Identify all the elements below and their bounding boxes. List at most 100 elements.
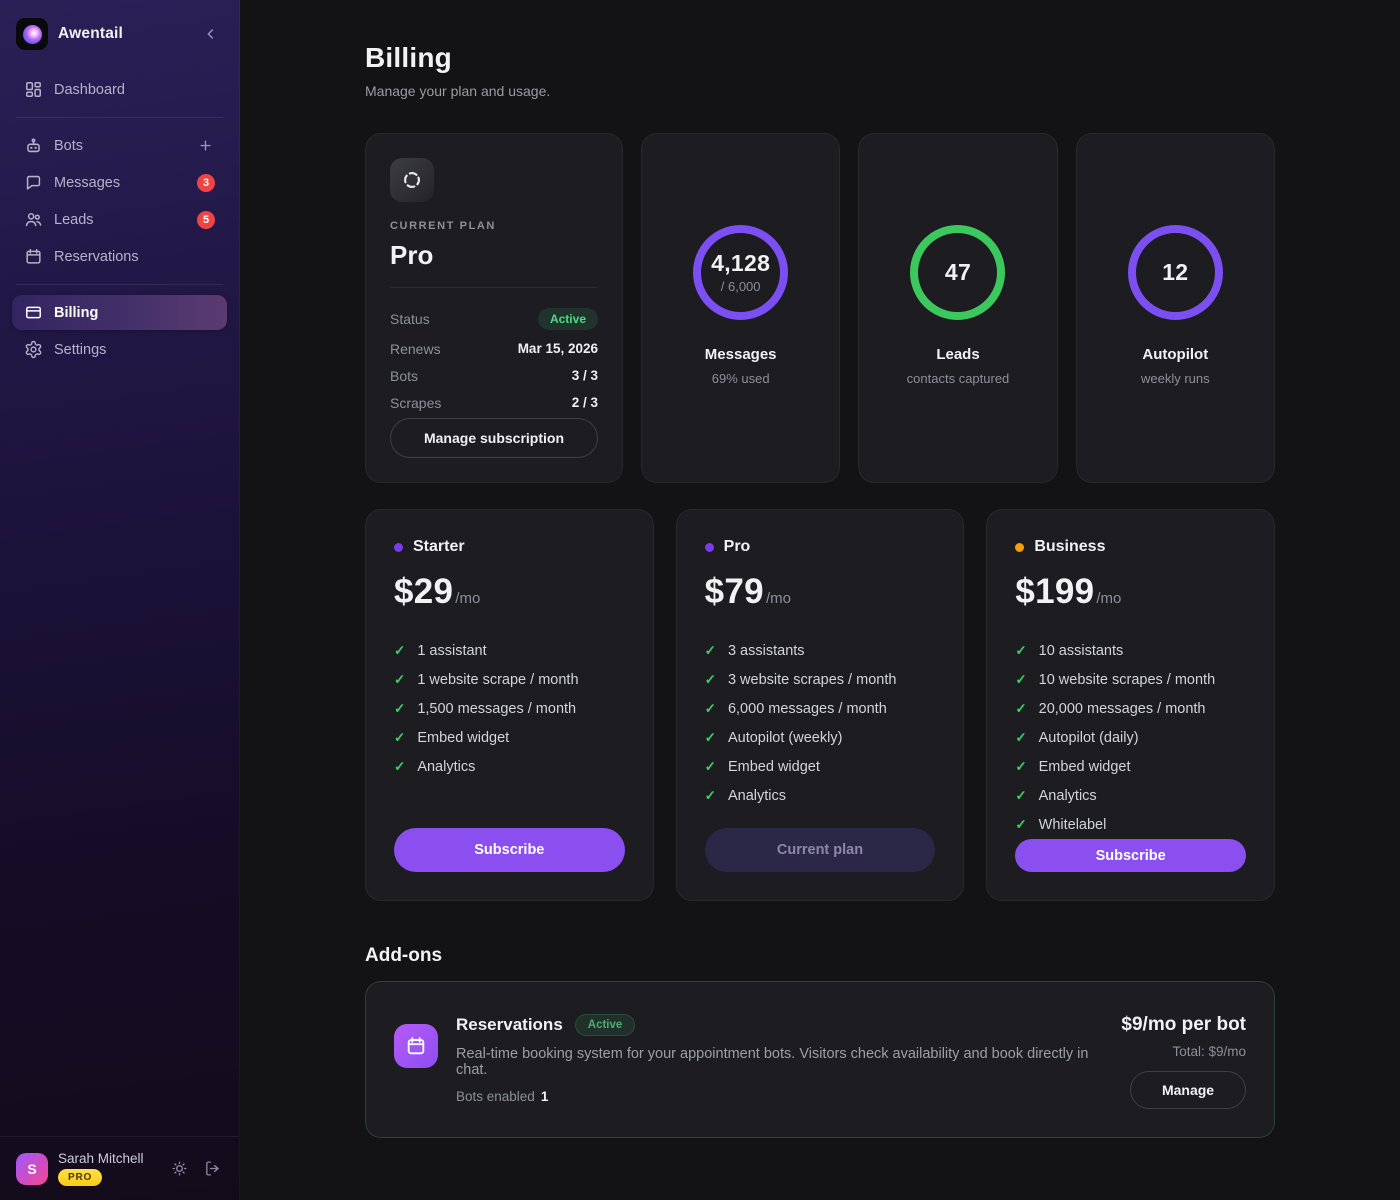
check-icon xyxy=(1015,817,1026,833)
logout-button[interactable] xyxy=(202,1158,223,1179)
logo-orb-icon xyxy=(22,24,42,44)
check-icon xyxy=(1015,672,1026,688)
chevron-left-icon xyxy=(207,29,214,39)
leads-usage-card: 47 Leads contacts captured xyxy=(858,133,1058,483)
messages-usage-card: 4,128 / 6,000 Messages 69% used xyxy=(641,133,841,483)
leads-usage-value: 47 xyxy=(944,258,972,285)
sidebar-collapse-button[interactable] xyxy=(199,22,223,46)
check-icon xyxy=(705,643,716,659)
sidebar-item-leads[interactable]: Leads 5 xyxy=(12,202,227,237)
addon-bots-enabled: Bots enabled 1 xyxy=(456,1089,549,1104)
feature-item: Embed widget xyxy=(394,723,625,752)
add-bot-button[interactable] xyxy=(196,136,215,155)
leads-usage-ring: 47 xyxy=(910,224,1006,320)
plan-period: /mo xyxy=(765,590,791,607)
people-icon xyxy=(24,210,43,229)
renews-row: Renews Mar 15, 2026 xyxy=(390,335,598,362)
feature-item: 3 assistants xyxy=(705,636,936,665)
feature-list: 3 assistants 3 website scrapes / month 6… xyxy=(705,636,936,810)
manage-addon-button[interactable]: Manage xyxy=(1130,1071,1246,1109)
plan-period: /mo xyxy=(455,590,481,607)
starter-plan-card: Starter $29 /mo 1 assistant 1 website sc… xyxy=(365,509,654,901)
sidebar-item-label: Reservations xyxy=(54,248,139,265)
feature-item: Embed widget xyxy=(705,752,936,781)
messages-usage-limit: / 6,000 xyxy=(720,279,761,294)
check-icon xyxy=(1015,730,1026,746)
sidebar-item-label: Bots xyxy=(54,137,84,154)
manage-subscription-button[interactable]: Manage subscription xyxy=(390,418,598,458)
scrapes-label: Scrapes xyxy=(390,394,442,411)
check-icon xyxy=(1015,643,1026,659)
check-icon xyxy=(1015,788,1026,804)
check-icon xyxy=(394,759,405,775)
addon-price: $9/mo per bot xyxy=(1121,1014,1246,1035)
feature-item: Autopilot (daily) xyxy=(1015,723,1246,752)
check-icon xyxy=(705,788,716,804)
chat-icon xyxy=(24,173,43,192)
theme-toggle-button[interactable] xyxy=(169,1158,190,1179)
messages-count-badge: 3 xyxy=(197,173,215,192)
avatar: S xyxy=(16,1152,48,1185)
current-plan-button[interactable]: Current plan xyxy=(704,828,936,872)
divider xyxy=(390,287,598,288)
check-icon xyxy=(394,730,405,746)
bots-label: Bots xyxy=(390,367,419,384)
sidebar-item-bots[interactable]: Bots xyxy=(12,128,227,163)
check-icon xyxy=(394,672,405,688)
check-icon xyxy=(705,759,716,775)
sidebar-item-label: Messages xyxy=(54,174,121,191)
addon-total: Total: $9/mo xyxy=(1172,1044,1246,1059)
messages-usage-label: Messages xyxy=(704,345,777,363)
calendar-addon-icon xyxy=(394,1024,438,1068)
sidebar-item-reservations[interactable]: Reservations xyxy=(12,239,227,274)
check-icon xyxy=(1015,701,1026,717)
page-title: Billing xyxy=(365,42,452,73)
nav-divider xyxy=(16,117,223,118)
sidebar-item-dashboard[interactable]: Dashboard xyxy=(12,72,227,107)
addon-bots-enabled-count: 1 xyxy=(540,1089,549,1104)
subscribe-starter-button[interactable]: Subscribe xyxy=(394,828,625,872)
plan-name: Pro xyxy=(723,538,751,555)
leads-usage-caption: contacts captured xyxy=(906,370,1010,386)
app-logo xyxy=(16,18,48,50)
plan-dot-icon xyxy=(394,542,403,552)
feature-item: Analytics xyxy=(394,752,625,781)
feature-item: Embed widget xyxy=(1015,752,1246,781)
user-panel: S Sarah Mitchell PRO xyxy=(0,1136,239,1200)
feature-item: Autopilot (weekly) xyxy=(705,723,936,752)
plan-dot-icon xyxy=(704,542,714,552)
pro-plan-card: Pro $79 /mo 3 assistants 3 website scrap… xyxy=(675,509,965,901)
feature-item: 20,000 messages / month xyxy=(1015,694,1246,723)
current-plan-card: CURRENT PLAN Pro Status Active Renews Ma… xyxy=(365,133,623,483)
feature-item: 10 website scrapes / month xyxy=(1015,665,1246,694)
scrapes-row: Scrapes 2 / 3 xyxy=(390,389,598,416)
sidebar-item-billing[interactable]: Billing xyxy=(12,295,227,330)
sidebar: Awentail Dashboard Bots Messages xyxy=(0,0,240,1200)
messages-usage-value: 4,128 xyxy=(711,250,771,276)
feature-item: 3 website scrapes / month xyxy=(705,665,936,694)
feature-item: 6,000 messages / month xyxy=(705,694,936,723)
subscribe-business-button[interactable]: Subscribe xyxy=(1015,839,1246,872)
check-icon xyxy=(1015,759,1026,775)
plan-name: Starter xyxy=(413,538,465,555)
logout-icon xyxy=(206,1161,219,1176)
sidebar-item-label: Dashboard xyxy=(54,81,125,98)
brand-name: Awentail xyxy=(58,25,124,42)
addon-active-badge: Active xyxy=(574,1014,636,1036)
robot-icon xyxy=(24,136,43,155)
leads-usage-label: Leads xyxy=(936,345,980,363)
sun-icon xyxy=(172,1161,187,1176)
plan-price: $79 xyxy=(704,572,764,611)
leads-count-badge: 5 xyxy=(197,210,215,229)
user-plan-badge: PRO xyxy=(58,1169,103,1186)
sidebar-item-settings[interactable]: Settings xyxy=(12,332,227,367)
feature-item: 10 assistants xyxy=(1015,636,1246,665)
sidebar-item-messages[interactable]: Messages 3 xyxy=(12,165,227,200)
messages-usage-caption: 69% used xyxy=(711,370,770,386)
autopilot-usage-caption: weekly runs xyxy=(1141,370,1210,386)
check-icon xyxy=(394,701,405,717)
usage-summary-row: CURRENT PLAN Pro Status Active Renews Ma… xyxy=(365,133,1275,483)
status-badge: Active xyxy=(537,307,598,330)
credit-card-icon xyxy=(24,303,43,322)
status-row: Status Active xyxy=(390,302,598,335)
